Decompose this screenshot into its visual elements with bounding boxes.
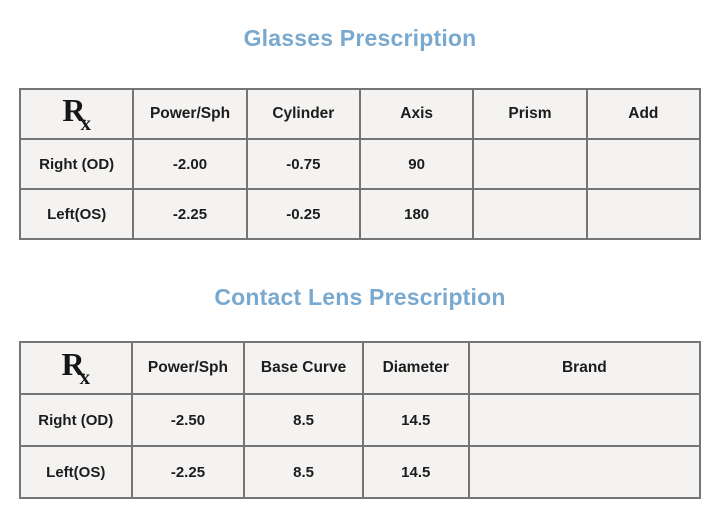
glasses-left-power-value: -2.25 <box>132 188 248 240</box>
glasses-col-cylinder: Cylinder <box>245 88 361 140</box>
glasses-right-axis-value: 90 <box>358 138 475 190</box>
contacts-left-power-value: -2.25 <box>130 445 246 499</box>
row-label-left-os: Left(OS) <box>19 445 133 499</box>
contacts-col-base-curve: Base Curve <box>243 341 364 395</box>
glasses-left-axis-value: 180 <box>358 188 475 240</box>
glasses-left-add-value <box>585 188 702 240</box>
glasses-col-power: Power/Sph <box>132 88 248 140</box>
contact-lens-prescription-table: Rx Power/Sph Base Curve Diameter Brand R… <box>19 341 702 499</box>
rx-symbol: Rx <box>61 346 91 389</box>
glasses-prescription-table: Rx Power/Sph Cylinder Axis Prism Add Rig… <box>18 88 702 240</box>
glasses-rx-header-cell: Rx <box>18 88 135 140</box>
glasses-left-cylinder-value: -0.25 <box>245 188 361 240</box>
contacts-col-diameter: Diameter <box>361 341 470 395</box>
glasses-right-add-value <box>585 138 702 190</box>
contacts-rx-header-cell: Rx <box>19 341 133 395</box>
glasses-row-right-od: Right (OD) -2.00 -0.75 90 <box>18 138 702 190</box>
glasses-right-cylinder-value: -0.75 <box>245 138 361 190</box>
contact-lens-section-title: Contact Lens Prescription <box>214 284 506 310</box>
glasses-section-title: Glasses Prescription <box>243 25 477 51</box>
glasses-header-row: Rx Power/Sph Cylinder Axis Prism Add <box>18 88 702 140</box>
glasses-left-prism-value <box>472 188 588 240</box>
row-label-right-od: Right (OD) <box>18 138 135 190</box>
row-label-left-os: Left(OS) <box>18 188 135 240</box>
contacts-right-base-curve-value: 8.5 <box>243 393 364 447</box>
contacts-left-diameter-value: 14.5 <box>361 445 470 499</box>
glasses-right-prism-value <box>472 138 588 190</box>
contacts-right-diameter-value: 14.5 <box>361 393 470 447</box>
contacts-left-brand-value <box>467 445 702 499</box>
contacts-row-left-os: Left(OS) -2.25 8.5 14.5 <box>19 445 702 499</box>
contacts-row-right-od: Right (OD) -2.50 8.5 14.5 <box>19 393 702 447</box>
contacts-right-brand-value <box>467 393 702 447</box>
glasses-col-axis: Axis <box>358 88 475 140</box>
glasses-row-left-os: Left(OS) -2.25 -0.25 180 <box>18 188 702 240</box>
glasses-col-add: Add <box>585 88 702 140</box>
glasses-right-power-value: -2.00 <box>132 138 248 190</box>
row-label-right-od: Right (OD) <box>19 393 133 447</box>
contacts-col-brand: Brand <box>467 341 702 395</box>
glasses-col-prism: Prism <box>472 88 588 140</box>
contacts-header-row: Rx Power/Sph Base Curve Diameter Brand <box>19 341 702 395</box>
contacts-col-power: Power/Sph <box>130 341 246 395</box>
rx-symbol: Rx <box>62 92 91 135</box>
contacts-right-power-value: -2.50 <box>130 393 246 447</box>
contacts-left-base-curve-value: 8.5 <box>243 445 364 499</box>
